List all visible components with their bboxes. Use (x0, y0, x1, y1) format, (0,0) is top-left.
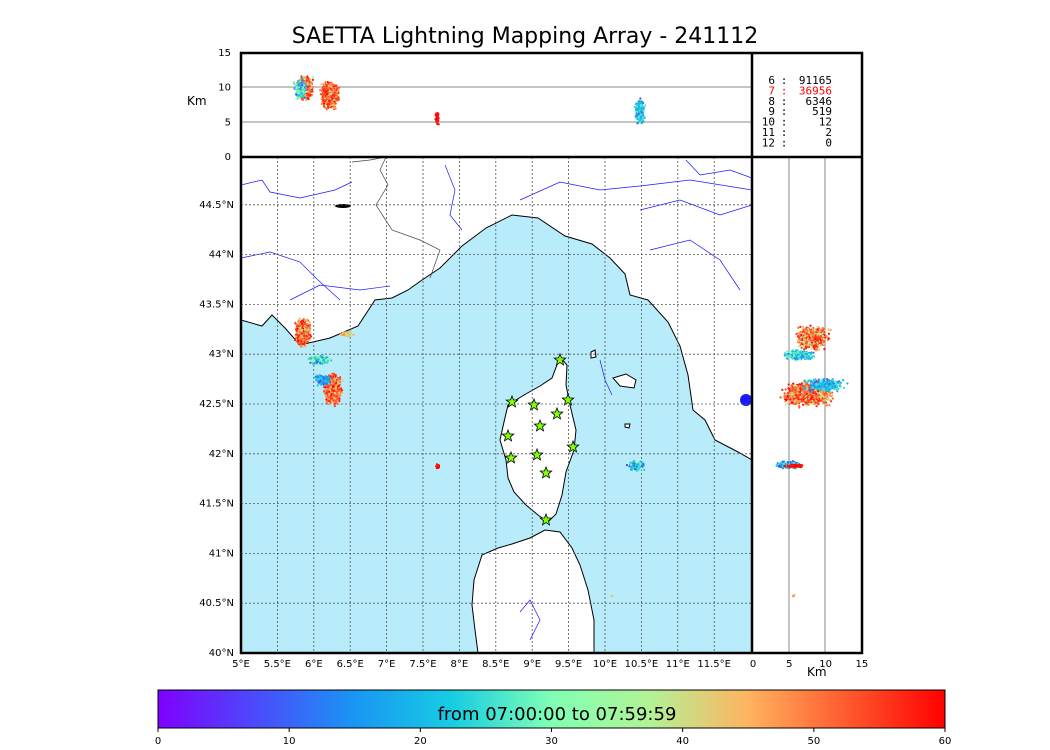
lat-tick-label: 43°N (209, 349, 234, 360)
colorbar-tick-label: 40 (676, 736, 689, 747)
sea-area (241, 214, 752, 653)
green-star-icon (533, 418, 547, 432)
count-value: 91165 (799, 74, 832, 87)
lat-tick-label: 41°N (209, 548, 234, 559)
count-sep: : (781, 126, 788, 139)
colorbar-tick-label: 50 (807, 736, 820, 747)
green-star-icon (561, 392, 575, 406)
side-lightning-sources (775, 324, 849, 598)
count-value: 519 (812, 105, 832, 118)
colorbar-gradient (157, 689, 946, 729)
lat-tick-label: 41.5°N (199, 499, 234, 510)
altitude-tick-label: 0 (750, 659, 756, 670)
top-panel-ylabel: Km (187, 94, 207, 108)
map-panel (241, 157, 752, 653)
lon-tick-label: 11°E (666, 659, 690, 670)
green-star-icon (553, 352, 567, 366)
lat-tick-label: 42.5°N (199, 399, 234, 410)
lon-tick-label: 7.5°E (409, 659, 436, 670)
elba-island (612, 373, 637, 389)
altitude-longitude-panel (241, 53, 752, 157)
altitude-tick-label: 5 (225, 117, 231, 128)
lon-tick-label: 9.5°E (555, 659, 582, 670)
lat-tick-label: 40.5°N (199, 598, 234, 609)
count-level: 12 (762, 136, 775, 149)
lon-tick-label: 9°E (523, 659, 541, 670)
lat-tick-label: 42°N (209, 449, 234, 460)
count-value: 36956 (799, 84, 832, 97)
altitude-tick-label: 15 (218, 48, 231, 59)
lon-tick-label: 10°E (593, 659, 617, 670)
green-star-icon (539, 465, 553, 479)
count-level: 10 (762, 116, 775, 129)
colorbar-tick-label: 20 (414, 736, 427, 747)
green-star-icon (530, 447, 544, 461)
colorbar-tick-label: 0 (155, 736, 161, 747)
count-sep: : (781, 116, 788, 129)
lon-tick-label: 7°E (378, 659, 396, 670)
green-star-icon (539, 512, 553, 526)
lon-tick-label: 5°E (232, 659, 250, 670)
count-sep: : (781, 74, 788, 87)
axis-tick-labels: 5°E 5.5°E 6°E 6.5°E 7°E 7.5°E 8°E 8.5°E 9°E 9.5°E… (199, 48, 868, 670)
green-star-icon (550, 406, 564, 420)
lat-tick-label: 44.5°N (199, 200, 234, 211)
latitude-altitude-panel (752, 157, 862, 653)
count-value: 12 (819, 116, 832, 129)
lon-tick-label: 5.5°E (264, 659, 291, 670)
top-lightning-sources (292, 74, 647, 126)
count-level: 6 (768, 74, 775, 87)
lon-tick-label: 8.5°E (482, 659, 509, 670)
lat-tick-label: 43.5°N (199, 299, 234, 310)
altitude-tick-label: 10 (218, 83, 231, 94)
green-star-icon (501, 428, 515, 442)
count-sep: : (781, 95, 788, 108)
colorbar-ticks: 0 10 20 30 40 50 60 (155, 728, 952, 747)
lon-tick-label: 11.5°E (697, 659, 731, 670)
outer-frame (239, 51, 864, 655)
rivers (241, 159, 752, 641)
lat-tick-label: 40°N (209, 648, 234, 659)
colorbar: from 07:00:00 to 07:59:59 0 10 20 30 40 50 60 (155, 689, 952, 747)
sardinia-island (471, 529, 595, 653)
station-markers (501, 352, 580, 526)
altitude-tick-label: 15 (856, 659, 869, 670)
green-star-icon (504, 450, 518, 464)
lake-marker (740, 394, 752, 406)
giglio-island (624, 423, 631, 429)
green-star-icon (527, 397, 541, 411)
green-star-icon (505, 394, 519, 408)
count-value: 6346 (806, 95, 833, 108)
count-level: 11 (762, 126, 775, 139)
map-lightning-sources (294, 317, 646, 598)
lon-tick-label: 8°E (451, 659, 469, 670)
colorbar-caption: from 07:00:00 to 07:59:59 (438, 704, 677, 725)
count-sep: : (781, 105, 788, 118)
count-level: 7 (768, 84, 775, 97)
chart-title: SAETTA Lightning Mapping Array - 241112 (291, 24, 759, 49)
count-sep: : (781, 84, 788, 97)
lon-tick-label: 6°E (305, 659, 323, 670)
lon-tick-label: 6.5°E (337, 659, 364, 670)
count-sep: : (781, 136, 788, 149)
altitude-tick-label: 5 (786, 659, 792, 670)
green-star-icon (566, 439, 580, 453)
colorbar-tick-label: 10 (283, 736, 296, 747)
count-level: 9 (768, 105, 775, 118)
altitude-tick-label: 10 (819, 659, 832, 670)
count-value: 2 (825, 126, 832, 139)
side-panel-xlabel: Km (807, 665, 827, 679)
colorbar-tick-label: 30 (545, 736, 558, 747)
lat-tick-label: 44°N (209, 250, 234, 261)
altitude-tick-label: 0 (225, 152, 231, 163)
count-value: 0 (825, 136, 832, 149)
count-level: 8 (768, 95, 775, 108)
colorbar-tick-label: 60 (939, 736, 952, 747)
lon-tick-label: 10.5°E (625, 659, 659, 670)
